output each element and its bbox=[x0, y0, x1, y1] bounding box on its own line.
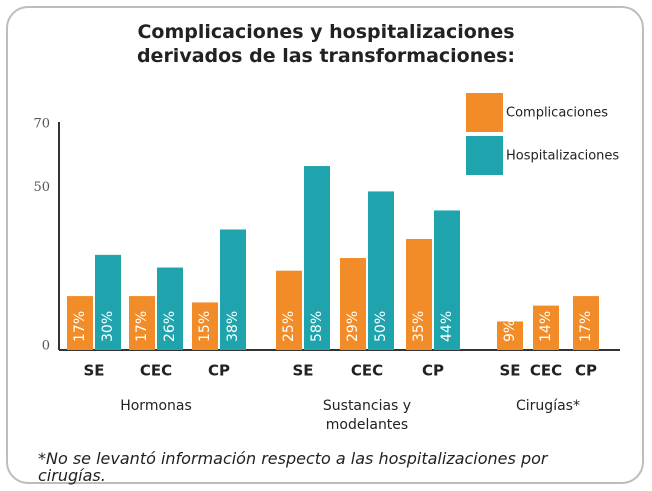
bar bbox=[434, 210, 460, 350]
group-label: Hormonas bbox=[120, 398, 192, 414]
bar bbox=[340, 258, 366, 350]
bar bbox=[220, 229, 246, 350]
value-label: 25% bbox=[281, 311, 297, 342]
group-label: Sustancias y modelantes bbox=[322, 398, 412, 433]
y-tick-label: 0 bbox=[42, 339, 50, 354]
bar bbox=[192, 302, 218, 350]
chart-title: Complicaciones y hospitalizaciones deriv… bbox=[136, 21, 516, 67]
bar bbox=[95, 254, 121, 350]
y-tick-label: 50 bbox=[33, 180, 50, 195]
bar bbox=[276, 270, 302, 350]
value-label: 26% bbox=[162, 311, 178, 342]
bar bbox=[67, 296, 93, 350]
value-label: 38% bbox=[225, 311, 241, 342]
group-label: Cirugías* bbox=[516, 398, 580, 414]
legend-label: Hospitalizaciones bbox=[506, 149, 619, 164]
bar bbox=[157, 267, 183, 350]
bar bbox=[406, 239, 432, 350]
y-tick-label: 70 bbox=[33, 117, 50, 132]
legend-swatch bbox=[466, 136, 503, 175]
x-tick-label: CEC bbox=[351, 362, 383, 380]
x-tick-label: SE bbox=[83, 362, 104, 380]
x-tick-label: SE bbox=[292, 362, 313, 380]
value-label: 14% bbox=[538, 311, 554, 342]
bar bbox=[497, 321, 523, 350]
frame bbox=[6, 6, 644, 484]
value-label: 9% bbox=[502, 320, 518, 342]
x-tick-label: CP bbox=[208, 362, 230, 380]
bar bbox=[368, 191, 394, 350]
value-label: 44% bbox=[439, 311, 455, 342]
value-label: 58% bbox=[309, 311, 325, 342]
bar bbox=[533, 305, 559, 350]
footnote: *No se levantó información respecto a la… bbox=[38, 449, 548, 485]
value-label: 17% bbox=[72, 311, 88, 342]
value-label: 17% bbox=[134, 311, 150, 342]
bar bbox=[304, 166, 330, 350]
value-label: 29% bbox=[345, 311, 361, 342]
legend-swatch bbox=[466, 93, 503, 132]
value-label: 35% bbox=[411, 311, 427, 342]
legend-label: Complicaciones bbox=[506, 106, 608, 121]
x-tick-label: CEC bbox=[140, 362, 172, 380]
x-tick-label: CP bbox=[422, 362, 444, 380]
value-label: 17% bbox=[578, 311, 594, 342]
value-label: 50% bbox=[373, 311, 389, 342]
bar bbox=[573, 296, 599, 350]
value-label: 30% bbox=[100, 311, 116, 342]
value-label: 15% bbox=[197, 311, 213, 342]
x-tick-label: CEC bbox=[530, 362, 562, 380]
x-tick-label: SE bbox=[499, 362, 520, 380]
x-tick-label: CP bbox=[575, 362, 597, 380]
bar bbox=[129, 296, 155, 350]
